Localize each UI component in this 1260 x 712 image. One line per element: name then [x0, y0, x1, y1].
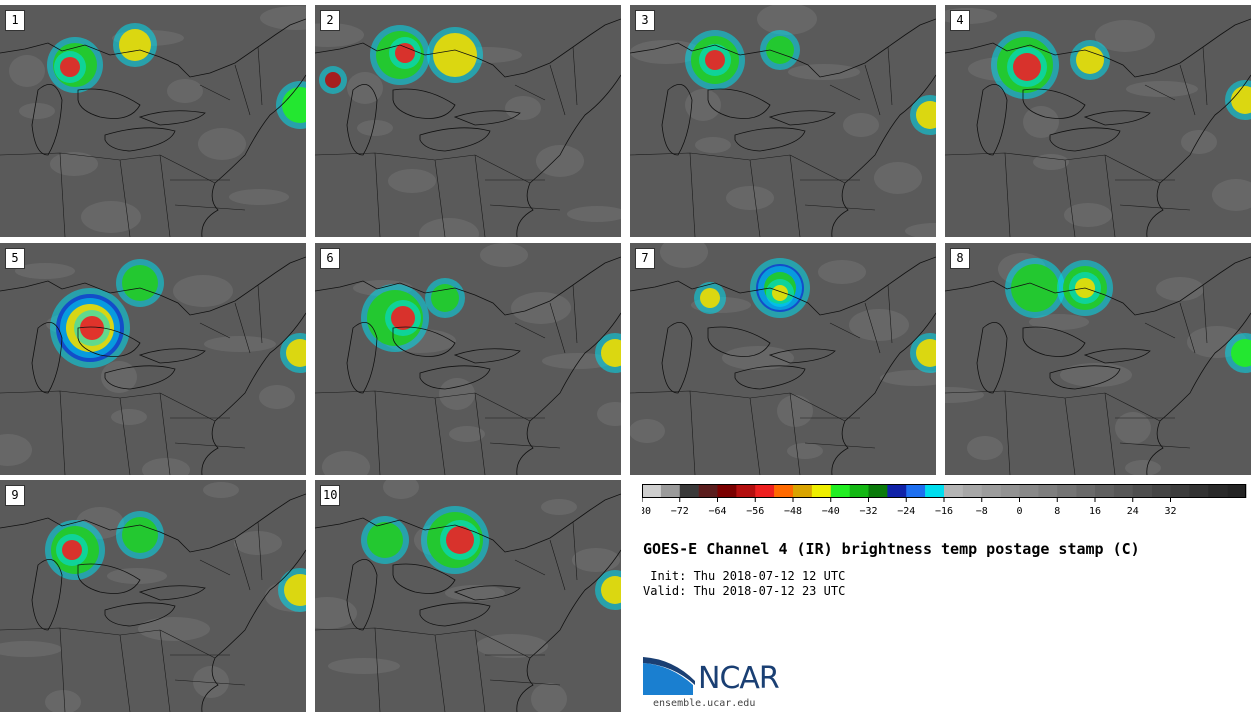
colorbar-tick-label: −64: [708, 506, 726, 517]
colorbar-tick-label: 8: [1054, 506, 1060, 517]
ir-satellite-map: [630, 5, 936, 237]
colorbar-swatch: [1189, 484, 1209, 498]
colorbar-tick-label: −8: [976, 506, 988, 517]
ir-satellite-map: [315, 480, 621, 712]
colorbar-swatch: [925, 484, 945, 498]
member-panel-10: 10: [315, 480, 621, 712]
colorbar-tick-label: 0: [1016, 506, 1022, 517]
colorbar-swatch: [679, 484, 699, 498]
member-number-label: 10: [320, 485, 341, 506]
colorbar-tick-label: −16: [935, 506, 953, 517]
member-number-label: 6: [320, 248, 340, 269]
init-time: Init: Thu 2018-07-12 12 UTC: [643, 569, 846, 583]
colorbar-swatch: [1019, 484, 1039, 498]
ncar-logo-text: NCAR: [698, 661, 780, 696]
colorbar-swatch: [1000, 484, 1020, 498]
colorbar-swatch: [962, 484, 983, 498]
member-number-label: 7: [635, 248, 655, 269]
member-panel-4: 4: [945, 5, 1251, 237]
ir-satellite-map: [0, 480, 306, 712]
ir-satellite-map: [630, 243, 936, 475]
chart-title: GOES-E Channel 4 (IR) brightness temp po…: [643, 540, 1140, 558]
ir-satellite-map: [0, 5, 306, 237]
member-panel-9: 9: [0, 480, 306, 712]
member-panel-7: 7: [630, 243, 936, 475]
ir-satellite-map: [945, 5, 1251, 237]
member-panel-6: 6: [315, 243, 621, 475]
ncar-logo: [643, 657, 695, 695]
colorbar-swatch: [1057, 484, 1077, 498]
colorbar-swatch: [642, 484, 662, 498]
colorbar-swatch: [1038, 484, 1058, 498]
colorbar-tick-label: −72: [671, 506, 689, 517]
colorbar-swatch: [830, 484, 850, 498]
colorbar-swatch: [887, 484, 907, 498]
colorbar-swatch: [1227, 484, 1247, 498]
member-panel-5: 5: [0, 243, 306, 475]
colorbar-swatch: [1076, 484, 1096, 498]
colorbar-swatch: [1170, 484, 1190, 498]
member-panel-8: 8: [945, 243, 1251, 475]
colorbar-swatch: [1151, 484, 1171, 498]
member-number-label: 3: [635, 10, 655, 31]
colorbar-tick-label: −24: [897, 506, 915, 517]
valid-time: Valid: Thu 2018-07-12 23 UTC: [643, 584, 846, 598]
colorbar-swatch: [1095, 484, 1115, 498]
colorbar-swatch: [849, 484, 869, 498]
member-number-label: 5: [5, 248, 25, 269]
colorbar-swatch: [660, 484, 681, 498]
colorbar-swatch: [1132, 484, 1152, 498]
colorbar-swatch: [944, 484, 964, 498]
colorbar-swatch: [906, 484, 926, 498]
member-panel-3: 3: [630, 5, 936, 237]
ir-satellite-map: [315, 5, 621, 237]
colorbar-tick-label: 16: [1089, 506, 1101, 517]
colorbar-swatch: [793, 484, 813, 498]
ir-satellite-map: [0, 243, 306, 475]
colorbar-swatch: [774, 484, 794, 498]
member-number-label: 8: [950, 248, 970, 269]
ir-satellite-map: [945, 243, 1251, 475]
member-number-label: 4: [950, 10, 970, 31]
colorbar-swatch: [698, 484, 718, 498]
colorbar-tick-label: 24: [1127, 506, 1139, 517]
colorbar-tick-label: −40: [822, 506, 840, 517]
colorbar-swatch: [868, 484, 888, 498]
colorbar-swatch: [1208, 484, 1228, 498]
colorbar-swatch: [717, 484, 737, 498]
member-panel-2: 2: [315, 5, 621, 237]
colorbar-tick-label: −32: [859, 506, 877, 517]
colorbar-tick-label: −48: [784, 506, 802, 517]
colorbar-swatch: [755, 484, 775, 498]
member-number-label: 9: [5, 485, 25, 506]
member-number-label: 2: [320, 10, 340, 31]
colorbar-swatch: [981, 484, 1001, 498]
colorbar-tick-label: −56: [746, 506, 764, 517]
member-panel-1: 1: [0, 5, 306, 237]
colorbar-swatch: [736, 484, 756, 498]
website-url: ensemble.ucar.edu: [653, 698, 756, 709]
colorbar-swatch: [1113, 484, 1134, 498]
ir-satellite-map: [315, 243, 621, 475]
colorbar-swatch: [811, 484, 832, 498]
colorbar-tick-label: 32: [1164, 506, 1176, 517]
colorbar-tick-label: −80: [642, 506, 651, 517]
member-number-label: 1: [5, 10, 25, 31]
